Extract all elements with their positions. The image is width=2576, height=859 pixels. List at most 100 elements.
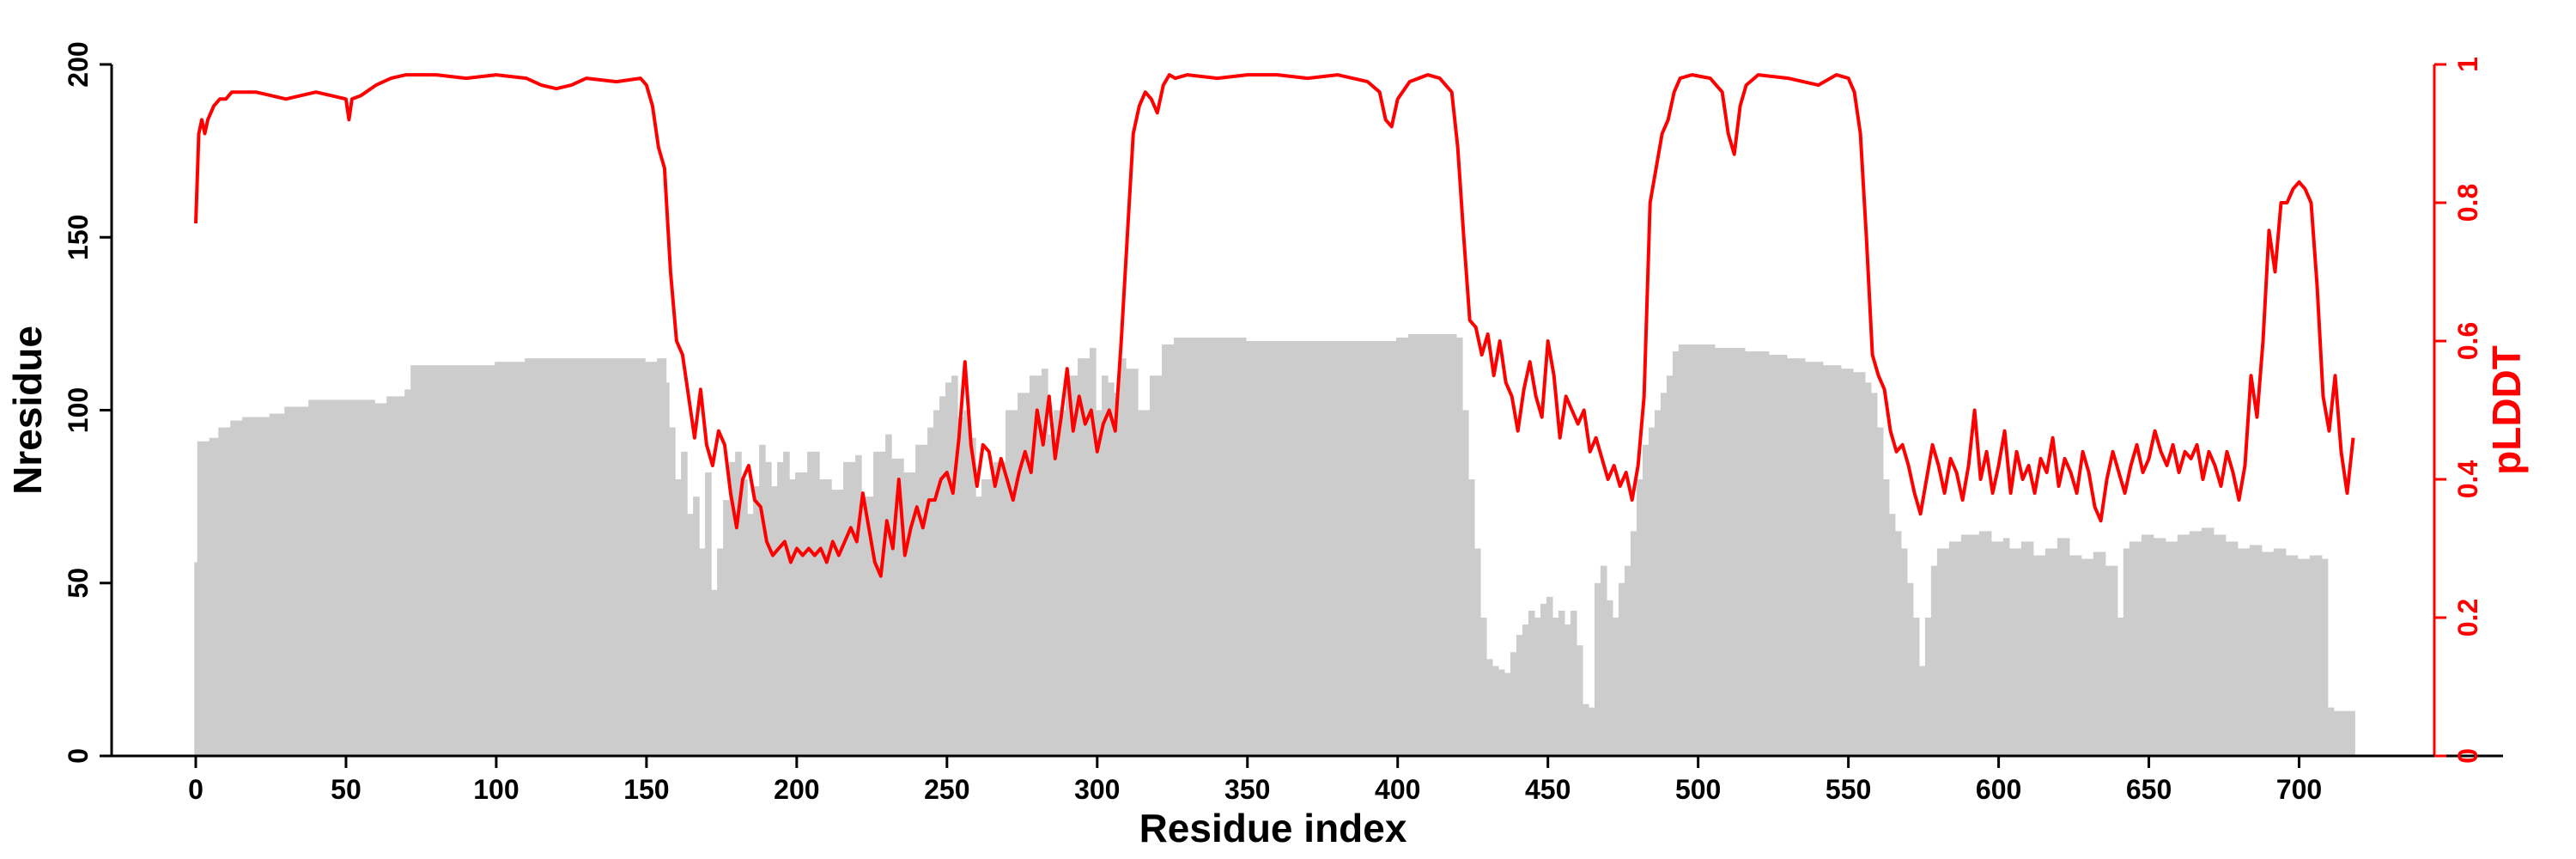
coverage-bar — [1654, 410, 1662, 756]
coverage-bar — [2285, 555, 2299, 756]
coverage-bar — [687, 514, 694, 756]
coverage-bar — [747, 514, 754, 756]
x-tick-label: 300 — [1074, 774, 1120, 805]
coverage-bar — [1864, 382, 1872, 756]
x-tick-label: 550 — [1826, 774, 1871, 805]
coverage-bar — [218, 427, 231, 756]
coverage-bar — [1594, 582, 1601, 756]
x-tick-label: 350 — [1224, 774, 1270, 805]
coverage-bar — [1510, 652, 1517, 756]
coverage-bar — [386, 396, 405, 756]
coverage-bar — [2123, 548, 2130, 756]
x-tick-label: 200 — [774, 774, 819, 805]
coverage-bar — [645, 362, 658, 756]
coverage-bar — [939, 396, 946, 756]
coverage-bar — [2008, 548, 2022, 756]
coverage-bar — [795, 472, 808, 756]
x-tick-label: 100 — [473, 774, 519, 805]
coverage-bar — [861, 497, 874, 756]
coverage-bar — [1335, 341, 1379, 756]
coverage-bar — [777, 461, 784, 756]
coverage-bar — [723, 500, 730, 756]
coverage-bar — [1389, 341, 1397, 756]
coverage-bar — [831, 490, 844, 756]
coverage-bar — [969, 437, 976, 756]
coverage-bar — [1126, 369, 1139, 756]
coverage-bar — [2213, 534, 2227, 756]
coverage-bar — [525, 358, 646, 756]
coverage-bar — [2237, 548, 2251, 756]
coverage-bar — [1114, 393, 1121, 756]
coverage-bar — [1870, 393, 1878, 756]
x-tick-label: 250 — [924, 774, 969, 805]
coverage-bar — [1564, 624, 1571, 756]
coverage-bar — [765, 461, 772, 756]
y2-tick-label: 0.2 — [2452, 599, 2483, 637]
y2-tick-label: 0.4 — [2452, 460, 2483, 499]
coverage-bar — [1455, 337, 1463, 756]
coverage-bar — [2069, 555, 2082, 756]
coverage-bar — [1960, 534, 1980, 756]
coverage-bar — [665, 382, 670, 756]
coverage-bar — [1522, 624, 1529, 756]
coverage-bar — [194, 562, 198, 756]
coverage-bar — [2261, 551, 2275, 756]
coverage-bar — [753, 486, 760, 756]
coverage-bar — [1552, 618, 1559, 756]
coverage-bar — [1924, 618, 1932, 756]
coverage-bar — [2327, 707, 2335, 756]
x-ticks: 0 50 100 150 200 250 300 350 400 450 500 550 600 650 7… — [188, 756, 2322, 805]
x-tick-label: 500 — [1675, 774, 1721, 805]
coverage-bar — [1096, 410, 1103, 756]
coverage-bar — [759, 444, 766, 756]
coverage-bar — [1174, 337, 1235, 756]
coverage-bar — [2129, 541, 2142, 756]
coverage-bar — [927, 427, 934, 756]
plddt-line-layer — [194, 73, 2355, 578]
coverage-bar — [1612, 618, 1619, 756]
coverage-bar — [843, 461, 856, 756]
coverage-bar — [284, 406, 309, 756]
coverage-bar — [1498, 669, 1505, 756]
coverage-bar — [2117, 618, 2124, 756]
plddt-line — [194, 73, 2355, 578]
coverage-bar — [1576, 645, 1583, 756]
coverage-bar — [933, 410, 940, 756]
coverage-bar — [1582, 704, 1589, 756]
coverage-bar — [2273, 548, 2287, 756]
coverage-bar — [1714, 348, 1746, 756]
coverage-bar — [735, 451, 742, 756]
coverage-bar — [1852, 372, 1866, 756]
coverage-bar — [807, 451, 820, 756]
coverage-bar — [1786, 358, 1806, 756]
coverage-bar — [1822, 365, 1842, 756]
coverage-bar — [1395, 337, 1409, 756]
coverage-bar — [2105, 565, 2118, 756]
coverage-bar — [981, 479, 994, 756]
coverage-bar — [1437, 333, 1457, 756]
coverage-bar — [915, 444, 928, 756]
coverage-bar — [711, 589, 718, 756]
coverage-bar — [1150, 375, 1163, 756]
coverage-bar — [1882, 479, 1890, 756]
coverage-bar — [1162, 344, 1175, 756]
coverage-bar — [1840, 369, 1854, 756]
coverage-bar — [1636, 479, 1643, 756]
coverage-bar — [705, 472, 712, 756]
coverage-bar — [1377, 341, 1391, 756]
coverage-bar — [1768, 355, 1788, 756]
coverage-bar — [1918, 666, 1926, 756]
x-tick-label: 700 — [2276, 774, 2322, 805]
coverage-bar — [2225, 541, 2239, 756]
coverage-bar — [230, 420, 243, 756]
x-tick-label: 150 — [623, 774, 669, 805]
coverage-bar — [1744, 351, 1770, 756]
coverage-bar — [963, 410, 970, 756]
coverage-bar — [209, 437, 219, 756]
coverage-bar — [1630, 531, 1637, 756]
x-tick-label: 400 — [1375, 774, 1420, 805]
coverage-bar — [1888, 514, 1896, 756]
coverage-bar — [2249, 545, 2263, 756]
y2-tick-label: 0.8 — [2452, 184, 2483, 222]
